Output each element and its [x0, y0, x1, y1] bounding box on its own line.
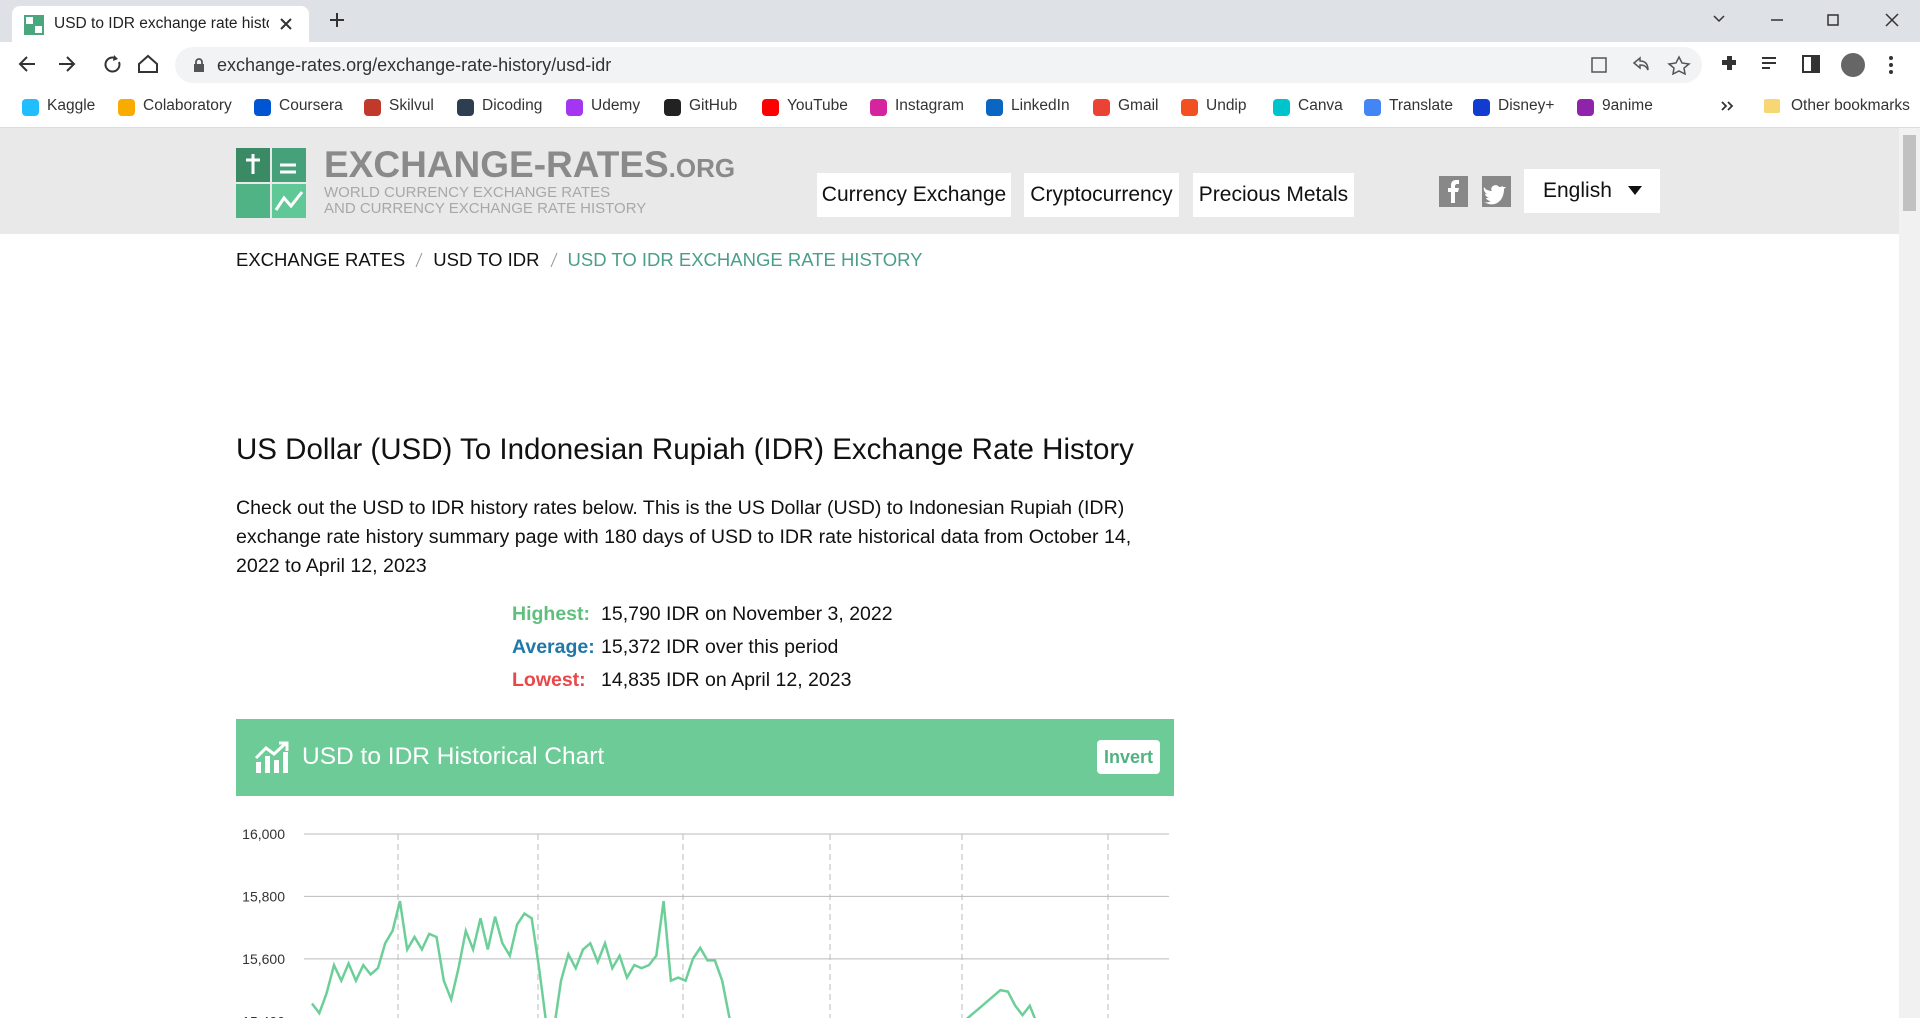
- bookmark-icon: [364, 99, 381, 116]
- nav-link[interactable]: Precious Metals: [1193, 173, 1354, 217]
- separator: [415, 252, 423, 268]
- chart-icon: [254, 741, 289, 773]
- price-line: [311, 900, 1037, 1018]
- stat-label: Lowest:: [512, 669, 586, 691]
- y-tick-label: 15,600: [242, 951, 285, 967]
- url-actions[interactable]: [1590, 55, 1700, 75]
- scrollbar[interactable]: [1899, 128, 1920, 1018]
- bookmark[interactable]: LinkedIn: [1011, 97, 1070, 114]
- y-tick-label: 15,400: [242, 1013, 285, 1018]
- logo-title: EXCHANGE-RATES: [324, 144, 669, 185]
- bookmark[interactable]: Skilvul: [389, 97, 434, 114]
- x-grid: [397, 834, 1109, 1018]
- toolbar-icons[interactable]: [1720, 52, 1910, 78]
- bookmark[interactable]: YouTube: [787, 97, 848, 114]
- lock-icon: [194, 58, 204, 72]
- logo: [236, 148, 306, 218]
- bookmark[interactable]: Coursera: [279, 97, 343, 114]
- bookmark[interactable]: Colaboratory: [143, 97, 232, 114]
- bookmark-icon: [1181, 99, 1198, 116]
- bookmark-icon: [762, 99, 779, 116]
- breadcrumb-link[interactable]: USD TO IDR: [433, 249, 540, 270]
- social-icons[interactable]: [1439, 176, 1514, 207]
- bookmarks-bar: Kaggle Colaboratory Coursera Skilvul Dicodin…: [0, 88, 1920, 128]
- bookmark[interactable]: Gmail: [1118, 97, 1159, 114]
- bookmark[interactable]: Undip: [1206, 97, 1247, 114]
- bookmark[interactable]: Canva: [1298, 97, 1343, 114]
- bookmark-icon: [870, 99, 887, 116]
- other-bookmarks[interactable]: Other bookmarks: [1791, 97, 1910, 114]
- nav-link[interactable]: Cryptocurrency: [1024, 173, 1179, 217]
- chart-title: USD to IDR Historical Chart: [302, 743, 605, 770]
- new-tab[interactable]: [329, 12, 345, 28]
- chart-header: USD to IDR Historical Chart Invert: [236, 719, 1174, 796]
- separator: [550, 252, 557, 268]
- bookmark-icon: [118, 99, 135, 116]
- logo-suffix: .ORG: [668, 153, 736, 183]
- tagline-line: AND CURRENCY EXCHANGE RATE HISTORY: [324, 200, 647, 217]
- bookmark-icon: [1273, 99, 1290, 116]
- bookmark[interactable]: Kaggle: [47, 97, 96, 114]
- y-tick-label: 15,800: [242, 888, 285, 904]
- favicon: [24, 15, 44, 35]
- bookmark[interactable]: Instagram: [895, 97, 964, 114]
- tab-bar: USD to IDR exchange rate history: [0, 0, 1920, 42]
- bookmark[interactable]: 9anime: [1602, 97, 1653, 114]
- tab[interactable]: USD to IDR exchange rate history: [12, 6, 309, 42]
- folder-icon: [1764, 99, 1780, 113]
- bookmark[interactable]: Udemy: [591, 97, 641, 114]
- dropdown-arrow: [1628, 186, 1642, 195]
- stat-label: Highest:: [512, 603, 590, 625]
- nav-link[interactable]: Currency Exchange: [817, 173, 1011, 217]
- bookmarks-overflow[interactable]: [1720, 99, 1734, 113]
- bookmark-icon: [457, 99, 474, 116]
- breadcrumb: EXCHANGE RATES USD TO IDR USD TO IDR EXC…: [236, 249, 923, 271]
- y-tick-label: 16,000: [242, 826, 285, 842]
- chart: 16,000 15,800 15,600 15,400: [242, 826, 1169, 1018]
- bookmark-icon: [254, 99, 271, 116]
- bookmark-icon: [22, 99, 39, 116]
- tab-title: USD to IDR exchange rate history: [54, 15, 269, 32]
- language-select[interactable]: English: [1524, 169, 1660, 213]
- tab-close[interactable]: [280, 18, 292, 30]
- breadcrumb-current: USD TO IDR EXCHANGE RATE HISTORY: [567, 249, 923, 270]
- page-heading: US Dollar (USD) To Indonesian Rupiah (ID…: [236, 433, 1134, 466]
- bookmark-icon: [1364, 99, 1381, 116]
- language-label: English: [1543, 179, 1612, 202]
- window-controls[interactable]: [1712, 12, 1912, 28]
- bookmark-icon: [664, 99, 681, 116]
- stat-value: 14,835 IDR on April 12, 2023: [601, 669, 852, 691]
- tagline-line: WORLD CURRENCY EXCHANGE RATES: [324, 184, 611, 201]
- bookmark-icon: [566, 99, 583, 116]
- bookmark[interactable]: Disney+: [1498, 97, 1555, 114]
- nav-buttons[interactable]: [17, 53, 167, 75]
- bookmark[interactable]: GitHub: [689, 97, 738, 114]
- bookmark[interactable]: Dicoding: [482, 97, 543, 114]
- url-text: exchange-rates.org/exchange-rate-history…: [217, 55, 612, 75]
- stat-label: Average:: [512, 636, 595, 658]
- url-box[interactable]: exchange-rates.org/exchange-rate-history…: [175, 47, 1702, 83]
- intro-text: Check out the USD to IDR history rates b…: [236, 497, 1132, 577]
- stat-value: 15,790 IDR on November 3, 2022: [601, 603, 893, 625]
- breadcrumb-link[interactable]: EXCHANGE RATES: [236, 249, 406, 270]
- bookmark[interactable]: Translate: [1389, 97, 1454, 114]
- stat-value: 15,372 IDR over this period: [601, 636, 839, 658]
- bookmark-icon: [1093, 99, 1110, 116]
- bookmark-icon: [986, 99, 1003, 116]
- tagline: WORLD CURRENCY EXCHANGE RATES AND CURRENC…: [324, 185, 646, 217]
- bookmark-icon: [1473, 99, 1490, 116]
- bookmark-icon: [1577, 99, 1594, 116]
- invert-button[interactable]: Invert: [1097, 740, 1160, 774]
